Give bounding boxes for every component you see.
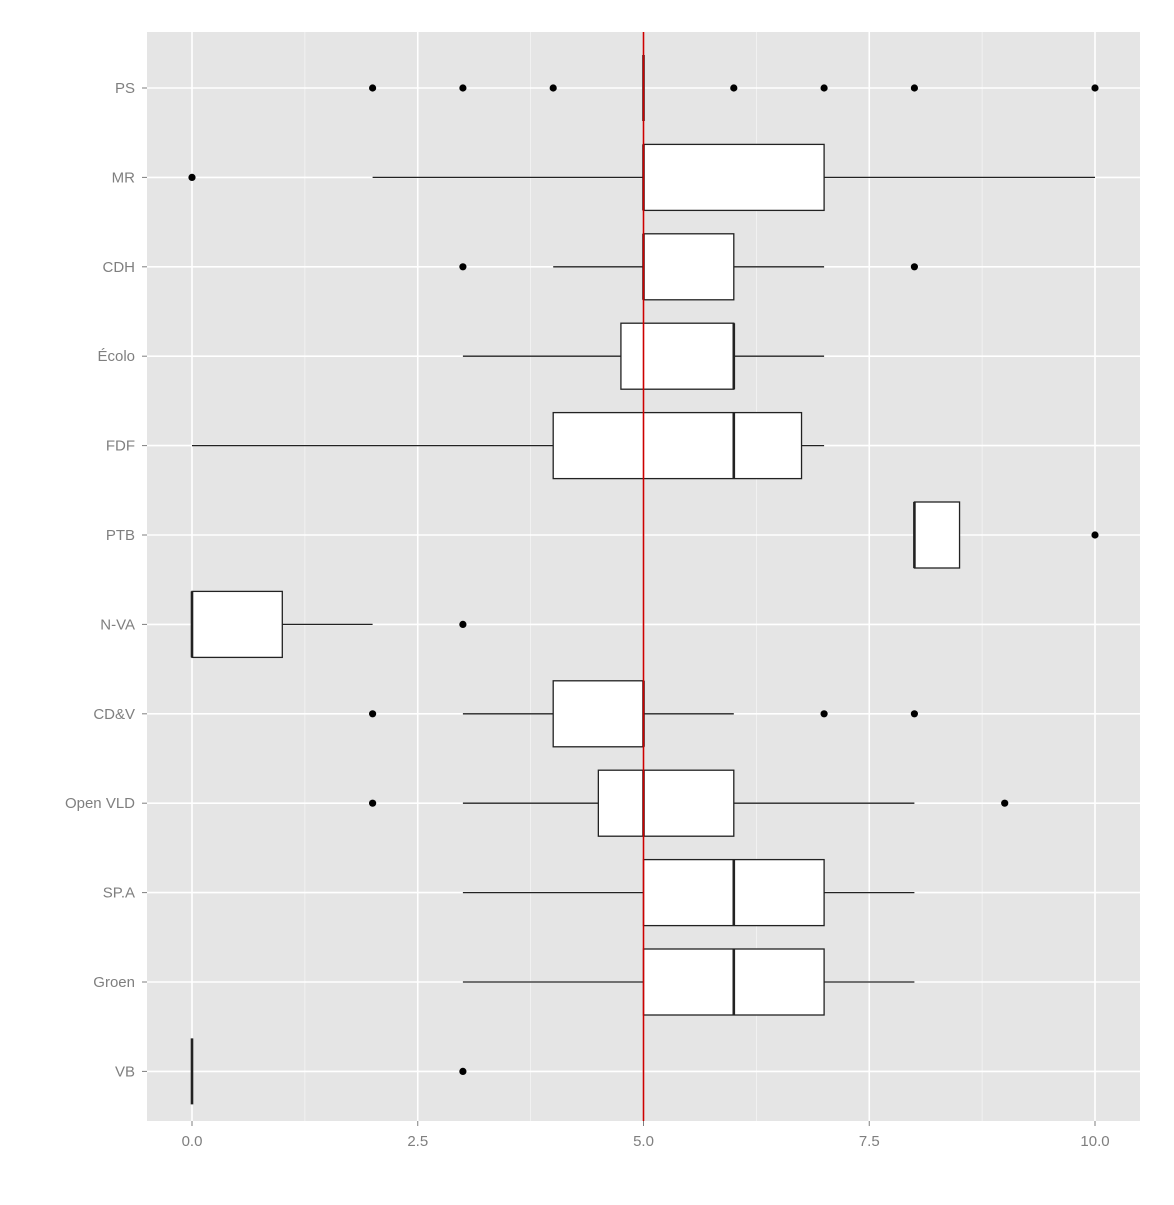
- x-tick-label: 10.0: [1080, 1133, 1109, 1150]
- y-tick-label: FDF: [106, 438, 135, 455]
- x-tick-label: 2.5: [407, 1133, 428, 1150]
- x-tick-label: 5.0: [633, 1133, 654, 1150]
- outlier-point: [820, 84, 828, 92]
- box: [191, 590, 283, 659]
- y-tick-label: Écolo: [97, 348, 135, 365]
- outlier-point: [910, 710, 919, 718]
- outlier-layer: [188, 84, 1099, 1075]
- box: [642, 233, 735, 301]
- y-axis-tick-labels: PS MR CDH Écolo FDF PTB N-VA CD&V Open VLD SP.A Gr…: [65, 80, 147, 1080]
- y-tick-label: CD&V: [93, 706, 135, 723]
- outlier-point: [730, 84, 738, 92]
- box: [620, 322, 735, 390]
- box: [552, 680, 645, 748]
- y-tick-label: Open VLD: [65, 795, 135, 812]
- outlier-point: [549, 84, 557, 92]
- box: [552, 411, 803, 480]
- outlier-point: [820, 710, 828, 718]
- outlier-point: [1091, 531, 1099, 539]
- x-tick-label: 7.5: [859, 1133, 880, 1150]
- outlier-point: [910, 263, 919, 271]
- whisker-layer: [192, 176, 1095, 983]
- outlier-point: [459, 1067, 467, 1075]
- outlier-point: [369, 799, 377, 807]
- y-tick-label: PTB: [106, 527, 135, 544]
- outlier-point: [459, 84, 467, 92]
- y-tick-label: MR: [112, 169, 135, 186]
- outlier-point: [1091, 84, 1099, 92]
- outlier-point: [1001, 799, 1009, 807]
- outlier-point: [369, 84, 377, 92]
- x-axis-tick-labels: 0.0 2.5 5.0 7.5 10.0: [182, 1121, 1110, 1150]
- y-tick-label: VB: [115, 1063, 135, 1080]
- y-tick-label: N-VA: [100, 616, 135, 633]
- outlier-point: [910, 84, 919, 92]
- y-tick-label: PS: [115, 80, 135, 97]
- outlier-point: [459, 620, 467, 629]
- x-tick-label: 0.0: [182, 1133, 203, 1150]
- y-tick-label: CDH: [103, 259, 136, 276]
- box: [642, 143, 825, 212]
- box: [913, 501, 961, 569]
- outlier-point: [369, 710, 377, 718]
- y-tick-label: SP.A: [103, 885, 135, 902]
- outlier-point: [459, 263, 467, 271]
- box: [597, 769, 735, 837]
- outlier-point: [188, 173, 196, 181]
- y-tick-label: Groen: [93, 974, 135, 991]
